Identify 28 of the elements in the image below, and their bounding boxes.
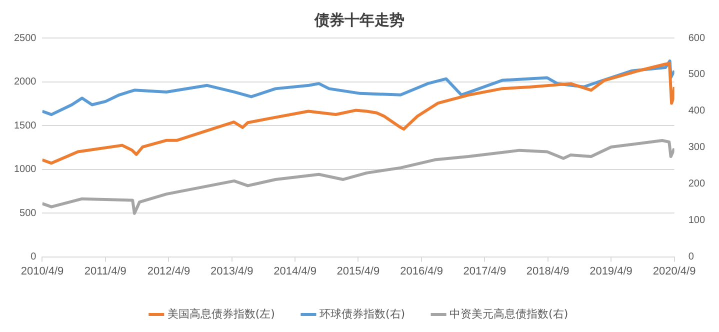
y-tick-label: 500: [20, 208, 37, 219]
y-tick-label: 2000: [14, 76, 37, 88]
y2-tick-label: 400: [688, 106, 706, 117]
chart-title: 债券十年走势: [314, 10, 404, 29]
y-tick-label: 1000: [14, 164, 37, 176]
y-tick-label: 2500: [14, 32, 37, 44]
y2-tick-label: 500: [688, 69, 706, 80]
y2-tick-label: 300: [688, 142, 706, 154]
x-tick-label: 2010/4/9: [20, 265, 64, 278]
legend-label: 美国高息债券指数(左): [167, 307, 275, 320]
x-tick-label: 2018/4/9: [526, 265, 570, 278]
y2-tick-label: 200: [688, 178, 706, 190]
x-tick-label: 2013/4/9: [210, 265, 254, 278]
x-tick-label: 2016/4/9: [400, 265, 443, 278]
y-tick-label: 1500: [14, 120, 37, 132]
x-tick-label: 2012/4/9: [147, 265, 190, 278]
x-tick-label: 2014/4/9: [274, 265, 316, 278]
legend-label: 环球债券指数(右): [319, 307, 406, 320]
x-tick-label: 2019/4/9: [590, 265, 632, 278]
x-tick-label: 2020/4/9: [652, 265, 696, 278]
y2-tick-label: 100: [688, 215, 706, 226]
x-tick-label: 2015/4/9: [336, 265, 380, 278]
x-tick-label: 2011/4/9: [84, 265, 126, 278]
x-tick-label: 2017/4/9: [463, 265, 506, 278]
y2-tick-label: 0: [688, 252, 694, 263]
y-tick-label: 0: [30, 252, 37, 263]
y2-tick-label: 600: [688, 32, 706, 44]
legend-label: 中资美元高息债指数(右): [450, 307, 568, 320]
